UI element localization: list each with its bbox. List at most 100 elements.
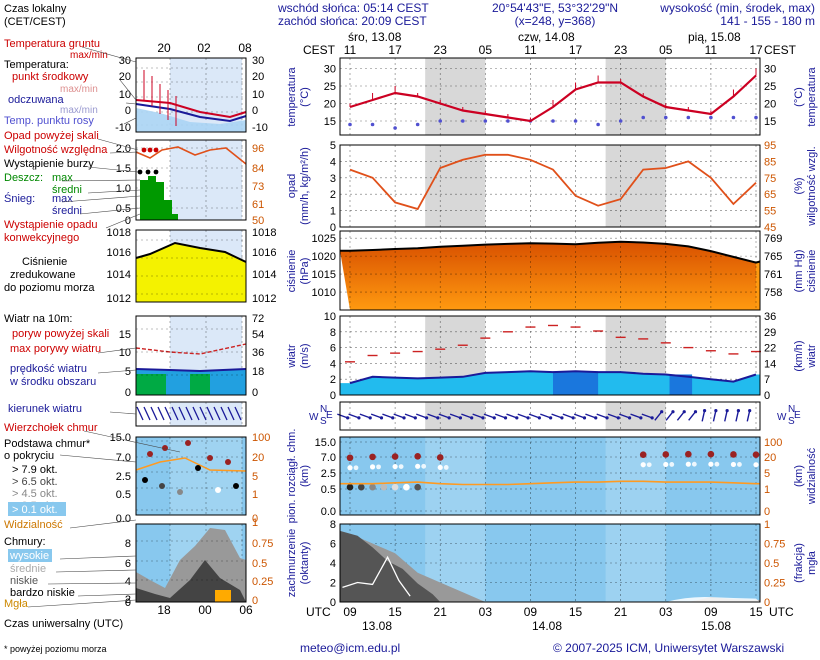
tick-precip-left: 5 bbox=[330, 140, 336, 152]
wind-rose: W N S E W N S E bbox=[309, 404, 801, 427]
legend-connector bbox=[83, 430, 181, 453]
cloud-base-dot bbox=[669, 462, 675, 467]
wind-direction-head bbox=[515, 416, 519, 420]
pressure-series-line bbox=[339, 240, 761, 264]
day-top-2: czw, 14.08 bbox=[518, 30, 575, 44]
tick-wind-left: 4 bbox=[330, 358, 336, 370]
hour-label-local: 23 bbox=[614, 43, 628, 57]
legend-very-low: bardzo niskie bbox=[10, 587, 75, 599]
tick-cloud-right: 20 bbox=[764, 452, 776, 464]
panel-border-cloud bbox=[339, 436, 761, 516]
sunrise-text: wschód słońca: 05:14 CEST bbox=[277, 1, 429, 15]
wind-direction-head bbox=[671, 410, 675, 414]
mini-tick-cover: 8 bbox=[125, 538, 131, 550]
legend-temperature: Temperatura: bbox=[4, 59, 69, 71]
mini-wind-direction bbox=[192, 406, 200, 421]
wind-direction-head bbox=[616, 416, 620, 420]
legend-connector bbox=[47, 582, 137, 585]
mini-panel-m-precip bbox=[135, 139, 247, 221]
mini-tick-cloud-right: 0 bbox=[252, 513, 258, 525]
legend-connector bbox=[87, 189, 141, 194]
tick-precip-right: 95 bbox=[764, 140, 776, 152]
wind-direction-arrow bbox=[494, 413, 506, 419]
night-band-cloud-1 bbox=[605, 437, 666, 515]
tick-precip-right: 65 bbox=[764, 189, 776, 201]
wind-direction-head bbox=[693, 410, 698, 414]
mini-tick-cover-right: 0.5 bbox=[252, 558, 267, 570]
mini-tick-cloud: 0.0 bbox=[116, 513, 131, 525]
hour-label-local: 17 bbox=[569, 43, 583, 57]
tick-pressure-right: 761 bbox=[764, 269, 782, 281]
mini-wind-direction bbox=[136, 406, 144, 421]
legend-pressure-1: Ciśnienie bbox=[22, 256, 67, 268]
cloud-base-dot bbox=[392, 463, 398, 470]
legend-gust-over: poryw powyżej skali bbox=[12, 328, 109, 340]
panel-border-cover bbox=[339, 523, 761, 603]
elevation-label: wysokość (min, środek, max) bbox=[659, 1, 815, 15]
legend-rain-max: max bbox=[52, 172, 73, 184]
legend-column: Czas lokalny (CET/CEST) Temperatura grun… bbox=[4, 3, 123, 654]
tick-cloud-right: 100 bbox=[764, 437, 782, 449]
mini-tick-wind-right: 0 bbox=[252, 387, 258, 399]
panel-dir bbox=[337, 401, 761, 431]
wind-rose-left-ne: N bbox=[320, 404, 327, 415]
night-band-precip-0 bbox=[425, 145, 486, 227]
wind-speed-line bbox=[349, 370, 757, 385]
tick-pressure-right: 758 bbox=[764, 287, 782, 299]
footer-email[interactable]: meteo@icm.edu.pl bbox=[300, 641, 400, 655]
legend-storm: Wystąpienie burzy bbox=[4, 158, 94, 170]
panel-temp: 30 25 20 15 30 25 20 15 bbox=[324, 57, 776, 136]
mini-storm-mark bbox=[153, 169, 159, 175]
tick-pressure-right: 765 bbox=[764, 251, 782, 263]
cloud-base-dot bbox=[759, 462, 765, 468]
tick-precip-left: 4 bbox=[330, 156, 336, 168]
wind-direction-arrow bbox=[676, 411, 685, 421]
title-wind-left-unit: (m/s) bbox=[299, 343, 311, 368]
tick-wind-right: 0 bbox=[764, 390, 770, 402]
wind-direction-head bbox=[660, 410, 664, 414]
tick-cover-right: 0 bbox=[764, 597, 770, 609]
legend-rain: Deszcz: bbox=[4, 172, 43, 184]
wind-speed-area bbox=[340, 371, 760, 395]
mini-wind-direction bbox=[234, 406, 242, 421]
hour-label-utc: 09 bbox=[704, 605, 718, 619]
wind-speed-strong-1 bbox=[553, 371, 599, 395]
mini-wind-direction bbox=[178, 406, 186, 421]
dew-point-mark bbox=[596, 122, 600, 127]
legend-connector bbox=[59, 555, 137, 560]
mini-tick-cover-right: 0.75 bbox=[252, 538, 273, 550]
legend-precip-over: Opad powyżej skali bbox=[4, 130, 99, 142]
legend-cloud-base-2: o pokryciu bbox=[4, 450, 54, 462]
wind-direction-arrow bbox=[735, 410, 740, 422]
cloud-base-mid-dot bbox=[380, 483, 388, 491]
pressure-area bbox=[340, 241, 756, 310]
title-pressure-left-unit: (hPa) bbox=[299, 258, 311, 285]
panel-border-temp bbox=[339, 57, 761, 136]
wind-rose-right-e: E bbox=[794, 410, 801, 421]
legend-visibility: Widzialność bbox=[4, 519, 63, 531]
mini-rain-bar bbox=[148, 176, 156, 220]
mini-utc-tick: 18 bbox=[157, 603, 171, 617]
tick-temp-right: 25 bbox=[764, 81, 776, 93]
wind-direction-head bbox=[368, 416, 372, 420]
cloud-base-mid-dot bbox=[346, 483, 354, 491]
cloud-base-dot bbox=[421, 463, 427, 469]
wind-direction-head bbox=[549, 416, 553, 420]
title-cover-left: zachmurzenie bbox=[286, 529, 298, 597]
legend-connector bbox=[97, 138, 139, 151]
title-temp-left: temperatura bbox=[286, 66, 298, 126]
mini-tick-temp-right: 20 bbox=[252, 71, 264, 83]
cloud-base-dot bbox=[347, 465, 353, 471]
legend-connector bbox=[55, 569, 137, 573]
cloud-base-mid-dot bbox=[403, 483, 410, 491]
wind-direction-arrow bbox=[337, 413, 348, 419]
mini-tick-temp: 30 bbox=[119, 55, 131, 67]
mini-tick-cloud-right: 1 bbox=[252, 489, 258, 501]
wind-direction-head bbox=[436, 416, 440, 420]
cloud-base-dot bbox=[663, 461, 669, 468]
mini-rain-bar bbox=[172, 214, 178, 220]
wind-direction-head bbox=[682, 410, 686, 414]
title-precip-left: opad bbox=[286, 174, 298, 198]
mini-tick-cloud-right: 100 bbox=[252, 432, 270, 444]
